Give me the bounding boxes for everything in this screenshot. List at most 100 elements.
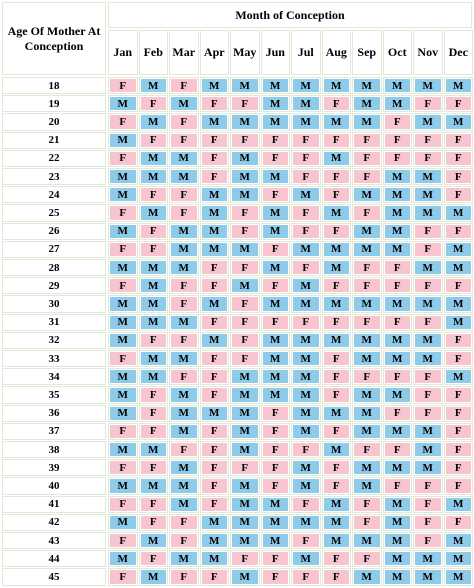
gender-cell: M	[291, 113, 321, 131]
gender-cell: F	[169, 295, 199, 313]
gender-cell: F	[260, 186, 290, 204]
gender-cell: F	[260, 568, 290, 586]
gender-cell: M	[321, 441, 351, 459]
gender-cell: M	[352, 331, 382, 349]
gender-cell: F	[108, 422, 138, 440]
gender-cell: F	[291, 131, 321, 149]
gender-cell: F	[382, 131, 412, 149]
gender-cell: M	[321, 331, 351, 349]
gender-cell: F	[199, 422, 229, 440]
gender-cell: M	[291, 404, 321, 422]
gender-cell: M	[291, 77, 321, 95]
gender-cell: F	[260, 441, 290, 459]
gender-cell: M	[321, 495, 351, 513]
gender-cell: M	[138, 168, 168, 186]
gender-cell: F	[413, 477, 443, 495]
gender-cell: M	[413, 186, 443, 204]
gender-cell: F	[199, 149, 229, 167]
age-label: 34	[2, 368, 106, 386]
gender-cell: F	[230, 331, 260, 349]
gender-cell: M	[169, 259, 199, 277]
gender-cell: F	[108, 113, 138, 131]
gender-cell: F	[230, 550, 260, 568]
gender-cell: M	[138, 313, 168, 331]
gender-cell: M	[413, 441, 443, 459]
gender-cell: F	[352, 149, 382, 167]
gender-cell: F	[138, 386, 168, 404]
gender-cell: F	[321, 422, 351, 440]
gender-cell: M	[260, 77, 290, 95]
gender-cell: M	[138, 77, 168, 95]
gender-cell: M	[230, 568, 260, 586]
gender-cell: F	[260, 149, 290, 167]
gender-cell: M	[108, 222, 138, 240]
gender-cell: F	[230, 295, 260, 313]
gender-cell: M	[382, 222, 412, 240]
gender-cell: M	[169, 386, 199, 404]
gender-cell: M	[138, 350, 168, 368]
gender-cell: F	[382, 477, 412, 495]
gender-cell: F	[260, 131, 290, 149]
gender-cell: F	[108, 495, 138, 513]
gender-cell: F	[199, 313, 229, 331]
gender-cell: M	[108, 295, 138, 313]
gender-cell: M	[199, 77, 229, 95]
gender-cell: M	[352, 186, 382, 204]
gender-cell: F	[382, 404, 412, 422]
gender-cell: F	[321, 568, 351, 586]
gender-cell: F	[138, 186, 168, 204]
gender-cell: F	[382, 113, 412, 131]
month-header: Jan	[108, 30, 138, 75]
gender-cell: F	[413, 313, 443, 331]
gender-cell: F	[169, 277, 199, 295]
gender-cell: M	[138, 568, 168, 586]
gender-cell: F	[138, 331, 168, 349]
gender-cell: M	[108, 168, 138, 186]
gender-cell: M	[352, 459, 382, 477]
gender-cell: F	[352, 550, 382, 568]
age-label: 35	[2, 386, 106, 404]
gender-cell: F	[443, 477, 473, 495]
gender-cell: M	[413, 204, 443, 222]
gender-cell: M	[382, 459, 412, 477]
gender-cell: F	[108, 240, 138, 258]
gender-cell: F	[199, 95, 229, 113]
gender-cell: F	[108, 277, 138, 295]
gender-cell: M	[199, 240, 229, 258]
gender-cell: F	[382, 368, 412, 386]
gender-cell: M	[382, 568, 412, 586]
gender-cell: M	[443, 495, 473, 513]
gender-cell: M	[321, 204, 351, 222]
gender-cell: M	[352, 295, 382, 313]
gender-cell: F	[443, 441, 473, 459]
gender-cell: F	[321, 222, 351, 240]
gender-cell: F	[169, 204, 199, 222]
gender-cell: F	[352, 513, 382, 531]
gender-cell: M	[260, 259, 290, 277]
gender-cell: F	[260, 550, 290, 568]
gender-cell: M	[169, 95, 199, 113]
gender-cell: M	[291, 368, 321, 386]
gender-cell: M	[413, 295, 443, 313]
gender-cell: M	[291, 513, 321, 531]
gender-cell: F	[108, 350, 138, 368]
gender-cell: M	[291, 386, 321, 404]
gender-cell: M	[138, 277, 168, 295]
gender-cell: F	[321, 277, 351, 295]
gender-cell: F	[443, 422, 473, 440]
month-header: Sep	[352, 30, 382, 75]
gender-cell: M	[260, 386, 290, 404]
gender-cell: M	[199, 331, 229, 349]
gender-cell: F	[291, 168, 321, 186]
gender-cell: F	[352, 368, 382, 386]
gender-cell: F	[382, 313, 412, 331]
gender-cell: M	[138, 204, 168, 222]
gender-cell: M	[352, 222, 382, 240]
gender-cell: M	[321, 259, 351, 277]
gender-cell: F	[199, 441, 229, 459]
gender-cell: M	[230, 513, 260, 531]
gender-cell: F	[199, 168, 229, 186]
gender-cell: M	[413, 568, 443, 586]
gender-cell: M	[443, 204, 473, 222]
gender-cell: M	[443, 550, 473, 568]
